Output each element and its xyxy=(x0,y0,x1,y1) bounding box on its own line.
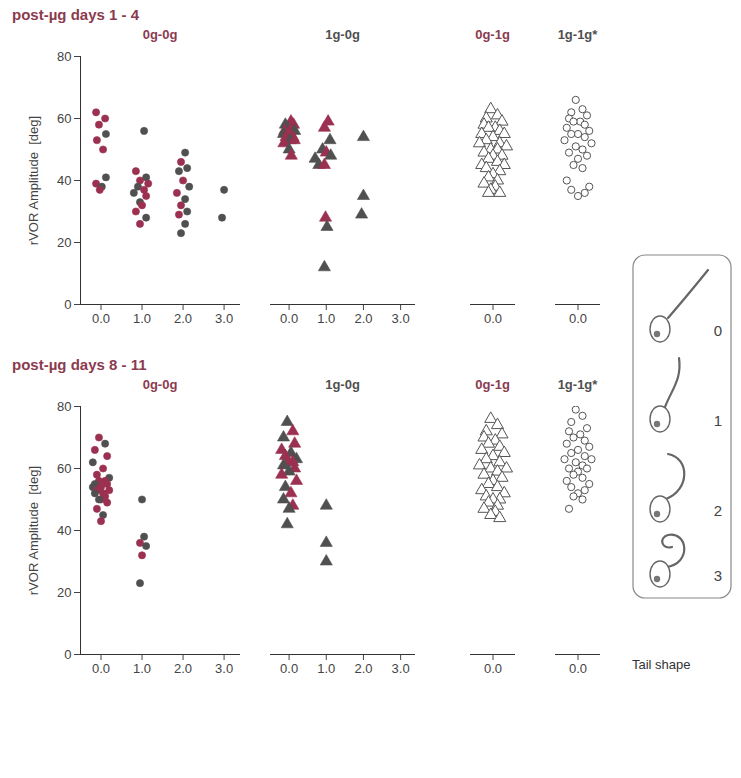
svg-text:0.0: 0.0 xyxy=(92,311,110,326)
svg-text:3.0: 3.0 xyxy=(215,311,233,326)
svg-text:3.0: 3.0 xyxy=(215,661,233,676)
svg-text:2.0: 2.0 xyxy=(174,661,192,676)
svg-text:2: 2 xyxy=(714,502,722,519)
svg-text:2.0: 2.0 xyxy=(354,311,372,326)
html-text:1g-1g*: 1g-1g* xyxy=(557,377,598,392)
svg-text:40: 40 xyxy=(57,523,71,538)
html-text:post-µg days 1 - 4: post-µg days 1 - 4 xyxy=(12,6,139,23)
svg-text:0: 0 xyxy=(714,322,722,339)
svg-text:0.0: 0.0 xyxy=(484,311,502,326)
html-text:1g-0g: 1g-0g xyxy=(325,377,360,392)
svg-text:80: 80 xyxy=(57,49,71,64)
svg-text:1.0: 1.0 xyxy=(133,311,151,326)
html-text:1g-0g: 1g-0g xyxy=(325,27,360,42)
html-text:Tail shape: Tail shape xyxy=(632,657,691,672)
svg-text:1.0: 1.0 xyxy=(133,661,151,676)
svg-text:2.0: 2.0 xyxy=(174,311,192,326)
svg-text:80: 80 xyxy=(57,399,71,414)
svg-text:rVOR Amplitude [deg]: rVOR Amplitude [deg] xyxy=(26,116,41,245)
svg-text:20: 20 xyxy=(57,585,71,600)
svg-text:3: 3 xyxy=(714,567,722,584)
svg-text:1.0: 1.0 xyxy=(317,661,335,676)
svg-text:3.0: 3.0 xyxy=(392,661,410,676)
svg-text:0.0: 0.0 xyxy=(484,661,502,676)
svg-text:60: 60 xyxy=(57,461,71,476)
svg-text:1.0: 1.0 xyxy=(317,311,335,326)
svg-text:0: 0 xyxy=(64,647,71,662)
html-text:1g-1g*: 1g-1g* xyxy=(557,27,598,42)
svg-text:rVOR Amplitude [deg]: rVOR Amplitude [deg] xyxy=(26,466,41,595)
svg-text:2.0: 2.0 xyxy=(354,661,372,676)
svg-text:20: 20 xyxy=(57,235,71,250)
svg-text:0.0: 0.0 xyxy=(280,661,298,676)
svg-text:0: 0 xyxy=(64,297,71,312)
html-text:0g-1g: 0g-1g xyxy=(475,27,510,42)
html-text:0g-1g: 0g-1g xyxy=(475,377,510,392)
svg-text:0.0: 0.0 xyxy=(569,661,587,676)
svg-text:0.0: 0.0 xyxy=(569,311,587,326)
svg-text:3.0: 3.0 xyxy=(392,311,410,326)
html-text:0g-0g: 0g-0g xyxy=(142,27,178,42)
svg-text:1: 1 xyxy=(714,412,722,429)
svg-text:0.0: 0.0 xyxy=(92,661,110,676)
svg-text:40: 40 xyxy=(57,173,71,188)
html-text:0g-0g: 0g-0g xyxy=(142,377,178,392)
svg-text:60: 60 xyxy=(57,111,71,126)
svg-text:0.0: 0.0 xyxy=(280,311,298,326)
html-text:post-µg days 8 - 11: post-µg days 8 - 11 xyxy=(12,356,147,373)
